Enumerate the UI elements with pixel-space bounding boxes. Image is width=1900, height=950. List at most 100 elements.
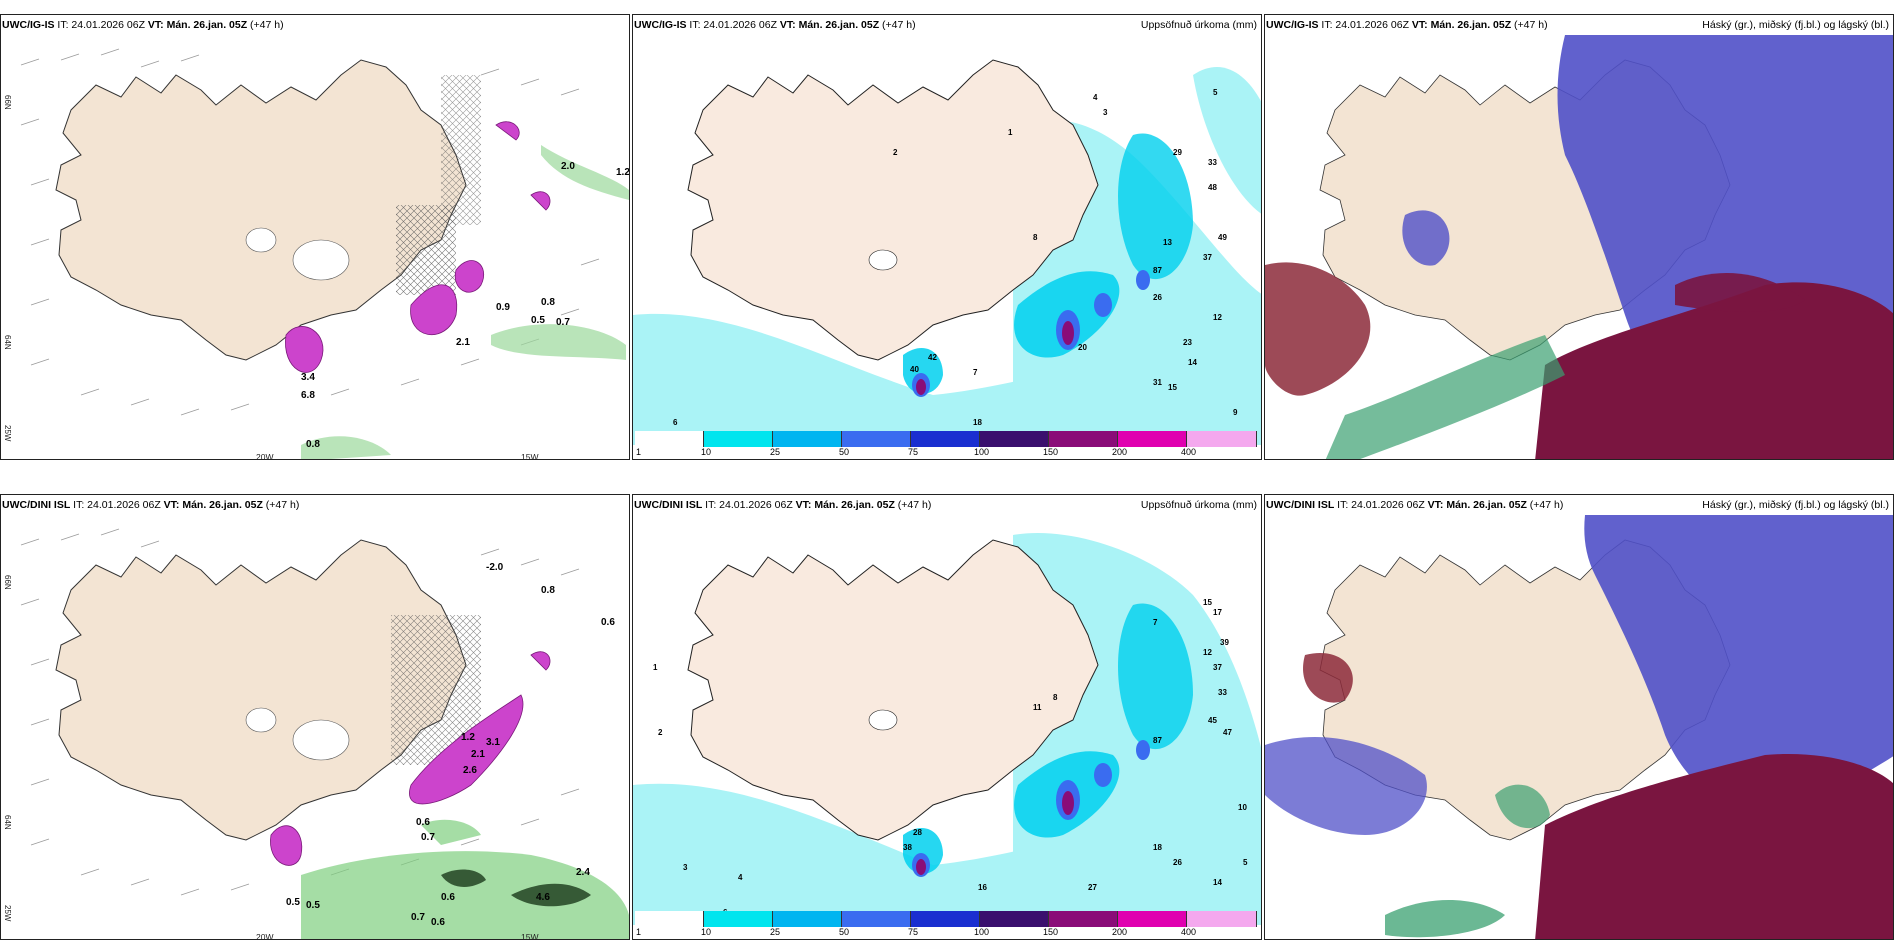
map-panel-cloud-top: UWC/IG-IS IT: 24.01.2026 06Z VT: Mán. 26… [1264, 14, 1894, 460]
svg-text:47: 47 [1223, 728, 1232, 737]
colorbar-cell [1187, 431, 1257, 447]
svg-text:5: 5 [1243, 858, 1248, 867]
svg-text:18: 18 [1153, 843, 1162, 852]
colorbar-cell [773, 911, 842, 927]
colorbar-cell [1118, 431, 1187, 447]
svg-text:0.5: 0.5 [286, 897, 300, 908]
svg-text:31: 31 [1153, 378, 1162, 387]
colorbar-cell [842, 911, 911, 927]
precip-title: Uppsöfnuð úrkoma (mm) [1140, 19, 1257, 31]
cloud-title: Háský (gr.), miðský (fj.bl.) og lágský (… [1702, 19, 1889, 31]
colorbar-cell [980, 431, 1049, 447]
svg-text:11: 11 [1033, 703, 1042, 712]
svg-text:2.6: 2.6 [463, 765, 477, 776]
precip-map: 1 2 4 3 5 6 7 8 9 12 13 14 15 18 20 23 2… [633, 15, 1261, 459]
svg-text:0.8: 0.8 [541, 297, 555, 308]
svg-text:1.2: 1.2 [461, 732, 475, 743]
svg-text:20: 20 [1078, 343, 1087, 352]
colorbar-label: 400 [1181, 447, 1197, 457]
colorbar-label: 50 [839, 927, 850, 937]
svg-text:87: 87 [1153, 266, 1162, 275]
colorbar-cell [1187, 911, 1257, 927]
colorbar-cell [635, 431, 704, 447]
svg-text:16: 16 [978, 883, 987, 892]
colorbar-cell [635, 911, 704, 927]
colorbar-cell [704, 431, 773, 447]
snow-areas [270, 651, 551, 866]
lon-label: 20W [256, 452, 274, 460]
snow-wind-map: 2.0 0.9 0.5 0.7 2.1 3.4 6.8 0.8 0.8 1.2 [20, 48, 629, 459]
map-panel-snow-top: UWC/IG-IS IT: 24.01.2026 06Z VT: Mán. 26… [0, 14, 630, 460]
lat-label: 64N [3, 335, 12, 350]
svg-text:14: 14 [1213, 878, 1222, 887]
colorbar-cell [980, 911, 1049, 927]
map-panel-precip-top: UWC/IG-IS IT: 24.01.2026 06Z VT: Mán. 26… [632, 14, 1262, 460]
rain-areas [301, 145, 629, 459]
svg-text:39: 39 [1220, 638, 1229, 647]
cloud-title: Háský (gr.), miðský (fj.bl.) og lágský (… [1702, 499, 1889, 511]
svg-text:3.1: 3.1 [486, 737, 500, 748]
svg-text:33: 33 [1208, 158, 1217, 167]
rain-areas [301, 819, 629, 939]
svg-text:28: 28 [913, 828, 922, 837]
svg-text:48: 48 [1208, 183, 1217, 192]
map-panel-cloud-bottom: UWC/DINI ISL IT: 24.01.2026 06Z VT: Mán.… [1264, 494, 1894, 940]
svg-text:37: 37 [1203, 253, 1212, 262]
colorbar-cell [704, 911, 773, 927]
map-panel-precip-bottom: UWC/DINI ISL IT: 24.01.2026 06Z VT: Mán.… [632, 494, 1262, 940]
lon-label: 15W [521, 932, 539, 940]
svg-text:4: 4 [1093, 93, 1098, 102]
svg-text:0.7: 0.7 [411, 912, 425, 923]
lon-label: 15W [521, 452, 539, 460]
svg-text:0.8: 0.8 [306, 439, 320, 450]
precip-values: 1 2 3 4 5 6 7 8 10 12 11 14 15 18 17 16 … [653, 598, 1248, 917]
colorbar-label: 200 [1112, 927, 1128, 937]
colorbar-label: 100 [974, 447, 990, 457]
svg-text:33: 33 [1218, 688, 1227, 697]
svg-text:3: 3 [1103, 108, 1108, 117]
svg-text:2.0: 2.0 [561, 161, 575, 172]
lon-label: 20W [256, 932, 274, 940]
svg-text:0.6: 0.6 [431, 917, 445, 928]
svg-text:12: 12 [1203, 648, 1212, 657]
svg-text:0.6: 0.6 [441, 892, 455, 903]
glaciers [245, 227, 350, 281]
colorbar-label: 10 [701, 447, 712, 457]
svg-text:15: 15 [1203, 598, 1212, 607]
map-panel-snow-bottom: UWC/DINI ISL IT: 24.01.2026 06Z VT: Mán.… [0, 494, 630, 940]
svg-text:4: 4 [738, 873, 743, 882]
colorbar-label: 10 [701, 927, 712, 937]
colorbar-label: 1 [636, 927, 642, 937]
colorbar-label: 25 [770, 447, 781, 457]
colorbar-label: 1 [636, 447, 642, 457]
precip-colorbar: 1 10 25 50 75 100 150 200 400 [635, 911, 1259, 937]
lon-label: 25W [3, 905, 12, 922]
colorbar-cell [911, 431, 980, 447]
precip-title: Uppsöfnuð úrkoma (mm) [1140, 499, 1257, 511]
colorbar-label: 400 [1181, 927, 1197, 937]
svg-text:2.1: 2.1 [456, 337, 470, 348]
svg-text:27: 27 [1088, 883, 1097, 892]
svg-text:5: 5 [1213, 88, 1218, 97]
colorbar-label: 75 [908, 447, 919, 457]
svg-text:0.5: 0.5 [306, 900, 320, 911]
snow-labels: -2.0 0.8 0.6 0.6 0.7 1.2 2.1 2.6 3.1 0.5… [286, 562, 615, 928]
svg-text:3.4: 3.4 [301, 372, 315, 383]
svg-text:14: 14 [1188, 358, 1197, 367]
colorbar-label: 150 [1043, 447, 1059, 457]
panel-header: UWC/DINI ISL IT: 24.01.2026 06Z VT: Mán.… [2, 499, 300, 511]
panel-header: UWC/DINI ISL IT: 24.01.2026 06Z VT: Mán.… [1266, 499, 1564, 511]
svg-text:17: 17 [1213, 608, 1222, 617]
svg-text:13: 13 [1163, 238, 1172, 247]
colorbar-label: 100 [974, 927, 990, 937]
svg-text:49: 49 [1218, 233, 1227, 242]
svg-text:23: 23 [1183, 338, 1192, 347]
svg-text:0.7: 0.7 [556, 317, 570, 328]
svg-text:42: 42 [928, 353, 937, 362]
svg-text:0.9: 0.9 [496, 302, 510, 313]
colorbar-cell [911, 911, 980, 927]
svg-text:2: 2 [893, 148, 898, 157]
panel-header: UWC/IG-IS IT: 24.01.2026 06Z VT: Mán. 26… [1266, 19, 1548, 31]
svg-text:8: 8 [1053, 693, 1058, 702]
svg-text:10: 10 [1238, 803, 1247, 812]
